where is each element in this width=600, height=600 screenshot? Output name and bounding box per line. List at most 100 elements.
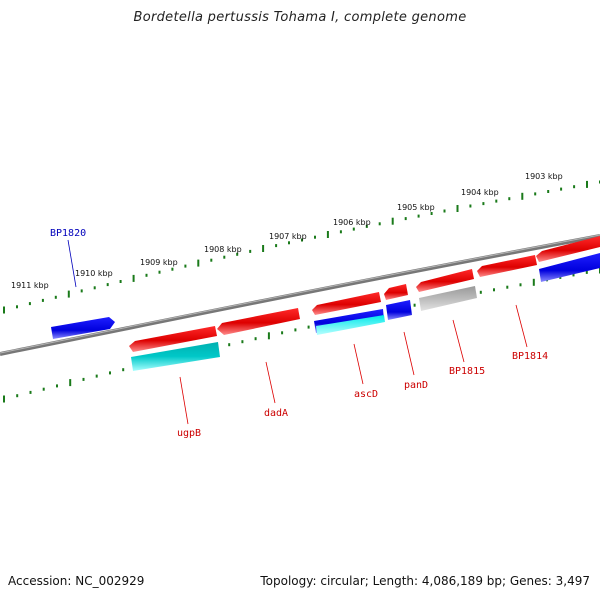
outer-ring-minor-tick [119, 280, 122, 283]
inner-ring-minor-tick [519, 283, 522, 287]
reverse-strand-genes [131, 253, 600, 371]
scale-label-1910: 1910 kbp [75, 269, 113, 278]
outer-ring-major-tick [132, 274, 135, 282]
outer-ring-minor-tick [352, 227, 355, 231]
gene-BP1814[interactable] [539, 253, 600, 282]
gene-label-ascD[interactable]: ascD [354, 389, 378, 400]
gene-forward-5[interactable] [477, 255, 537, 277]
outer-ring-minor-tick [223, 255, 226, 259]
outer-ring-minor-tick [184, 264, 187, 268]
inner-ring-minor-tick [479, 290, 482, 294]
outer-ring-minor-tick [417, 214, 420, 218]
leader-BP1815 [452, 319, 465, 363]
inner-ring-minor-tick [493, 288, 495, 292]
forward-strand-genes [51, 236, 600, 352]
inner-ring-minor-tick [294, 328, 297, 332]
outer-ring-minor-tick [378, 222, 381, 226]
inner-ring-minor-tick [16, 394, 19, 398]
gene-label-panD[interactable]: panD [404, 380, 428, 391]
gene-BP1820[interactable] [51, 317, 115, 339]
gene-forward-3[interactable] [384, 284, 408, 300]
gene-dadA[interactable] [217, 308, 300, 335]
outer-ring-major-tick [586, 180, 588, 188]
outer-ring-major-tick [67, 290, 70, 298]
gene-forward-2[interactable] [312, 292, 381, 315]
outer-ring-minor-tick [560, 187, 563, 191]
outer-ring-minor-tick [145, 273, 148, 277]
scale-label-1907: 1907 kbp [269, 232, 307, 241]
gene-forward-6[interactable] [536, 236, 600, 262]
leader-ascD [353, 343, 364, 385]
outer-ring-minor-tick [16, 305, 18, 309]
inner-ring-minor-tick [585, 270, 588, 274]
genome-backbone-highlight [0, 234, 600, 354]
scale-label-1904: 1904 kbp [461, 188, 499, 197]
outer-ring-minor-tick [41, 298, 44, 302]
inner-ring-minor-tick [413, 303, 416, 307]
feature-grey[interactable] [419, 286, 477, 311]
outer-ring-minor-tick [288, 241, 290, 245]
inner-ring-minor-tick [82, 377, 85, 381]
outer-ring-minor-tick [249, 249, 252, 253]
genome-summary-text: Topology: circular; Length: 4,086,189 bp… [260, 574, 590, 588]
leader-BP1814 [515, 304, 528, 348]
outer-ring-major-tick [456, 205, 459, 212]
inner-ring-major-tick [267, 332, 270, 340]
scale-labels: 1911 kbp 1910 kbp 1909 kbp 1908 kbp 1907… [11, 172, 563, 290]
gene-label-BP1814[interactable]: BP1814 [512, 351, 548, 362]
outer-ring-minor-tick [495, 199, 498, 203]
outer-ring-minor-tick [508, 197, 511, 201]
outer-ring-major-tick [391, 217, 394, 225]
scale-label-1909: 1909 kbp [140, 258, 178, 267]
scale-label-1905: 1905 kbp [397, 203, 435, 212]
inner-ring-minor-tick [95, 374, 98, 378]
inner-ring-minor-tick [307, 325, 310, 329]
inner-ring-major-tick [69, 379, 72, 387]
inner-ring-minor-tick [281, 331, 284, 335]
scale-label-1903: 1903 kbp [525, 172, 563, 181]
inner-ring-minor-tick [254, 337, 257, 341]
gene-forward-1[interactable] [129, 326, 217, 352]
inner-ring-minor-tick [122, 368, 125, 372]
gene-ascD-rna[interactable] [316, 315, 385, 335]
label-leaders [67, 239, 528, 425]
genome-backbone [0, 234, 600, 356]
inner-ring-minor-tick [56, 384, 58, 388]
outer-ring-minor-tick [171, 267, 174, 271]
outer-ring-minor-tick [482, 202, 485, 206]
map-title: Bordetella pertussis Tohama I, complete … [133, 10, 467, 25]
outer-ring-minor-tick [443, 209, 446, 213]
outer-ring-major-tick [197, 259, 200, 267]
inner-ring-minor-tick [29, 390, 32, 394]
outer-ring-minor-tick [339, 230, 342, 234]
gene-label-BP1820[interactable]: BP1820 [50, 228, 86, 239]
gene-panD[interactable] [386, 300, 412, 320]
outer-ring-major-tick [521, 192, 524, 200]
gene-label-ugpB[interactable]: ugpB [177, 428, 201, 439]
leader-dadA [265, 361, 276, 404]
inner-ring-minor-tick [109, 371, 111, 375]
gene-label-dadA[interactable]: dadA [264, 408, 288, 419]
outer-ring-minor-tick [469, 204, 472, 208]
accession-text: Accession: NC_002929 [8, 574, 145, 588]
outer-ring-minor-tick [28, 302, 31, 306]
inner-ring-minor-tick [572, 273, 575, 277]
outer-ring-minor-tick [314, 235, 316, 239]
gene-label-BP1815[interactable]: BP1815 [449, 366, 485, 377]
inner-ring-major-tick [532, 278, 535, 286]
outer-ring-minor-tick [430, 212, 433, 215]
outer-scale-ring [3, 180, 600, 314]
outer-ring-minor-tick [573, 185, 576, 189]
outer-ring-minor-tick [54, 295, 57, 299]
scale-label-1911: 1911 kbp [11, 281, 49, 290]
gene-ugpB[interactable] [131, 342, 220, 371]
leader-BP1820 [67, 239, 77, 288]
gene-forward-4[interactable] [416, 269, 474, 292]
outer-ring-minor-tick [404, 217, 407, 221]
leader-ugpB [179, 376, 189, 425]
outer-ring-minor-tick [158, 270, 161, 274]
outer-ring-minor-tick [210, 258, 213, 262]
outer-ring-major-tick [3, 306, 5, 314]
scale-label-1906: 1906 kbp [333, 218, 371, 227]
